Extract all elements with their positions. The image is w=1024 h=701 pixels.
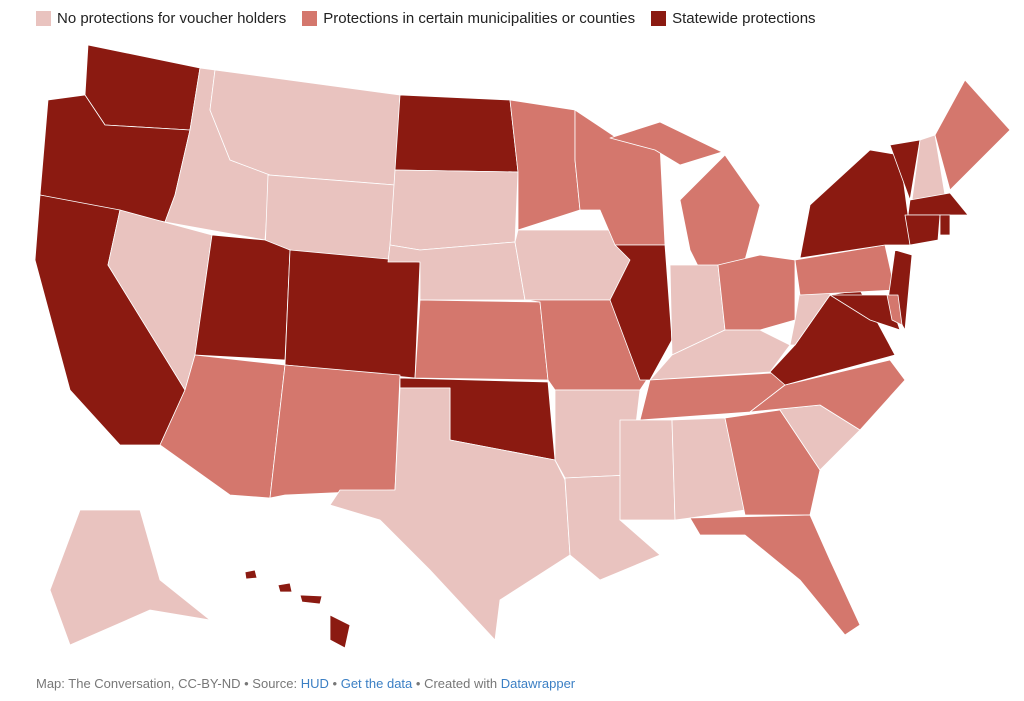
legend-item: Statewide protections: [651, 10, 816, 27]
legend-label: Protections in certain municipalities or…: [323, 10, 636, 27]
state: [84, 44, 201, 131]
source-label: Source:: [252, 676, 298, 691]
state: [329, 614, 351, 649]
credit: Map: The Conversation, CC-BY-ND: [36, 676, 241, 691]
legend-swatch: [36, 11, 51, 26]
legend-item: No protections for voucher holders: [36, 10, 286, 27]
footer: Map: The Conversation, CC-BY-ND • Source…: [36, 676, 575, 691]
state: [414, 299, 549, 381]
state: [269, 364, 401, 499]
state: [609, 244, 673, 381]
separator: •: [332, 676, 338, 691]
state: [389, 169, 519, 251]
state: [799, 149, 913, 259]
state: [904, 214, 941, 246]
state: [299, 594, 323, 605]
state: [671, 417, 746, 521]
state: [939, 214, 951, 236]
state: [886, 294, 903, 326]
state: [829, 294, 901, 331]
state: [717, 254, 796, 331]
data-link[interactable]: Get the data: [340, 676, 413, 691]
source-link[interactable]: HUD: [300, 676, 329, 691]
legend-swatch: [302, 11, 318, 26]
legend-swatch: [651, 11, 667, 26]
state: [244, 569, 258, 580]
separator: •: [415, 676, 421, 691]
state: [679, 154, 761, 271]
created-label: Created with: [424, 676, 498, 691]
legend: No protections for voucher holders Prote…: [36, 10, 816, 27]
state: [689, 514, 861, 636]
state: [889, 139, 921, 201]
state: [394, 94, 519, 173]
legend-item: Protections in certain municipalities or…: [302, 10, 635, 27]
state: [194, 234, 291, 361]
state: [934, 79, 1011, 191]
state: [49, 509, 211, 646]
state: [619, 419, 676, 521]
state: [509, 99, 581, 231]
state: [284, 249, 421, 379]
state: [329, 387, 571, 641]
state: [907, 192, 969, 216]
state: [609, 121, 723, 166]
state: [387, 241, 526, 301]
map: [34, 44, 1011, 649]
state: [724, 409, 821, 516]
state: [277, 582, 293, 593]
legend-label: No protections for voucher holders: [57, 10, 287, 27]
legend-label: Statewide protections: [672, 10, 816, 27]
tool-link[interactable]: Datawrapper: [500, 676, 576, 691]
separator: •: [244, 676, 249, 691]
